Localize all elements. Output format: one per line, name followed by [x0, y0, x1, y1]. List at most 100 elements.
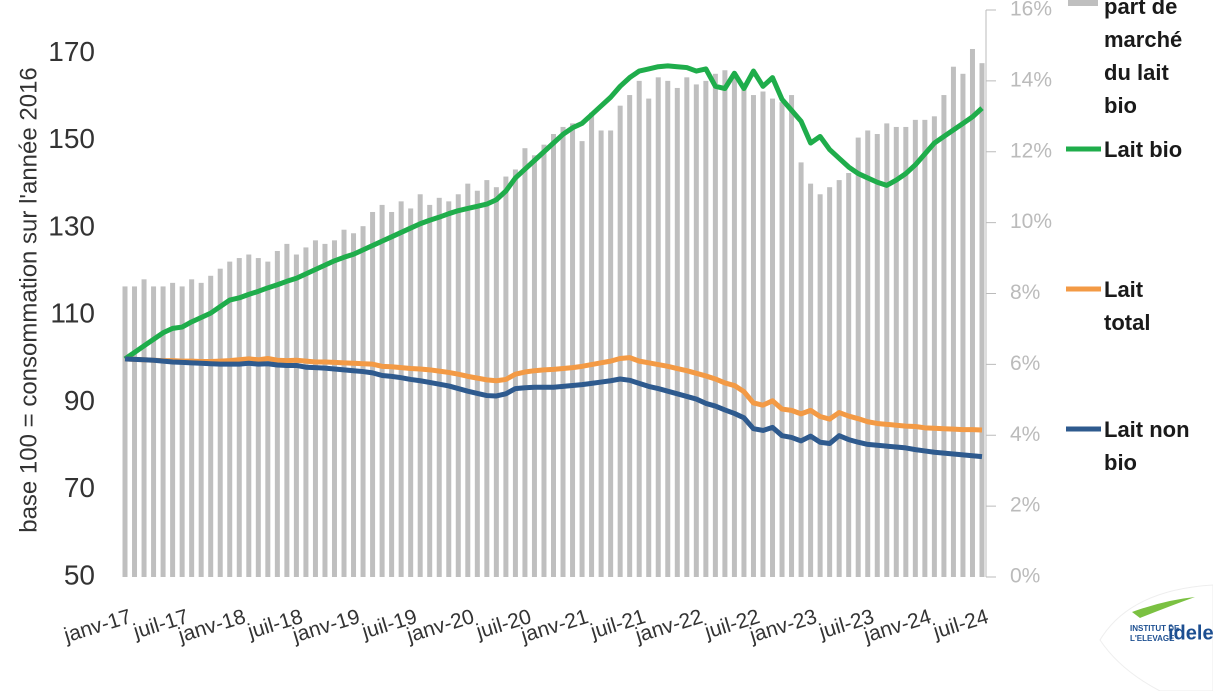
bar — [170, 282, 176, 577]
bar — [465, 183, 471, 578]
bar — [836, 180, 842, 577]
bar — [122, 286, 128, 577]
bar — [817, 194, 823, 577]
bar — [265, 261, 271, 577]
bar — [227, 261, 233, 577]
bar — [560, 126, 566, 577]
bar — [189, 279, 195, 577]
legend-swatch — [1068, 0, 1098, 6]
bar — [474, 190, 480, 577]
legend-label: Lait total — [1104, 277, 1151, 335]
bar — [750, 95, 756, 578]
line — [123, 63, 984, 361]
bar — [627, 95, 633, 578]
y2-tick-label: 6% — [1010, 352, 1040, 375]
bar — [141, 279, 147, 577]
y2-tick-label: 16% — [1010, 0, 1052, 21]
y-tick-label: 90 — [64, 385, 95, 416]
bar — [884, 123, 890, 578]
bar — [522, 148, 528, 578]
plot: 50 70 90 110 130 150 170 0% 2% 4% 6% 8% 10% 12% 14% 16%… — [48, 0, 1101, 648]
y-tick-label: 150 — [48, 123, 95, 154]
bar — [617, 105, 623, 578]
y-tick-label: 70 — [64, 472, 95, 503]
y2-tick-label: 12% — [1010, 139, 1052, 162]
bar — [303, 247, 309, 577]
bar — [531, 155, 537, 577]
bar — [351, 233, 357, 577]
bar — [322, 243, 328, 577]
bar — [541, 144, 547, 577]
bar — [151, 286, 157, 577]
bar — [370, 211, 376, 577]
line — [124, 356, 983, 460]
bar — [636, 80, 642, 577]
logo-swoosh — [1132, 597, 1195, 618]
bar — [903, 126, 909, 577]
logo-text: L'ELEVAGE — [1130, 634, 1175, 643]
bar — [293, 254, 299, 578]
bar — [703, 80, 709, 577]
bar — [284, 243, 290, 577]
bar — [665, 80, 671, 577]
bar — [570, 123, 576, 578]
y2-tick-label: 2% — [1010, 494, 1040, 517]
bar — [446, 201, 452, 578]
y-tick-label: 50 — [64, 559, 95, 590]
bar — [770, 98, 776, 577]
bar — [132, 286, 138, 577]
line — [124, 355, 983, 433]
bar — [646, 98, 652, 577]
bar — [722, 70, 728, 578]
bar — [798, 162, 804, 577]
x-tick-label: juil-24 — [930, 605, 992, 644]
logo: INSTITUT DE L'ELEVAGE idele — [1099, 584, 1213, 691]
bar — [408, 208, 414, 577]
bar — [731, 77, 737, 578]
bar — [331, 240, 337, 577]
bar — [950, 66, 956, 577]
bar — [455, 194, 461, 577]
bar — [760, 91, 766, 577]
bar — [379, 204, 385, 577]
bar — [436, 197, 442, 577]
bar — [360, 226, 366, 577]
x-tick-label: janv-17 — [61, 605, 135, 647]
bar — [684, 77, 690, 578]
bar — [312, 240, 318, 577]
bar — [427, 204, 433, 577]
y2-tick-label: 14% — [1010, 68, 1052, 91]
y-tick-label: 110 — [50, 298, 95, 329]
bar — [274, 250, 280, 577]
logo-text: INSTITUT DE — [1130, 624, 1180, 633]
bar — [789, 95, 795, 578]
bar — [255, 258, 261, 577]
bar — [893, 126, 899, 577]
bar — [236, 258, 242, 577]
y-tick-label: 130 — [48, 210, 95, 241]
bar — [874, 134, 880, 577]
legend-label: Lait non bio — [1104, 417, 1190, 475]
bar — [712, 73, 718, 577]
bar — [198, 282, 204, 577]
bar — [941, 95, 947, 578]
bar — [598, 130, 604, 578]
bar — [912, 119, 918, 577]
bar — [846, 173, 852, 577]
bar — [779, 102, 785, 577]
legend-label: part de marché du lait bio — [1104, 0, 1183, 118]
bar — [865, 130, 871, 578]
bar — [208, 275, 214, 577]
y2-tick-label: 4% — [1010, 423, 1040, 446]
bar — [589, 112, 595, 578]
logo-brand: idele — [1168, 622, 1213, 644]
bar — [827, 187, 833, 577]
y-tick-label: 170 — [48, 36, 95, 67]
bar — [960, 73, 966, 577]
bar — [217, 268, 223, 577]
bar — [417, 194, 423, 577]
bar — [808, 183, 814, 578]
bar — [160, 286, 166, 577]
